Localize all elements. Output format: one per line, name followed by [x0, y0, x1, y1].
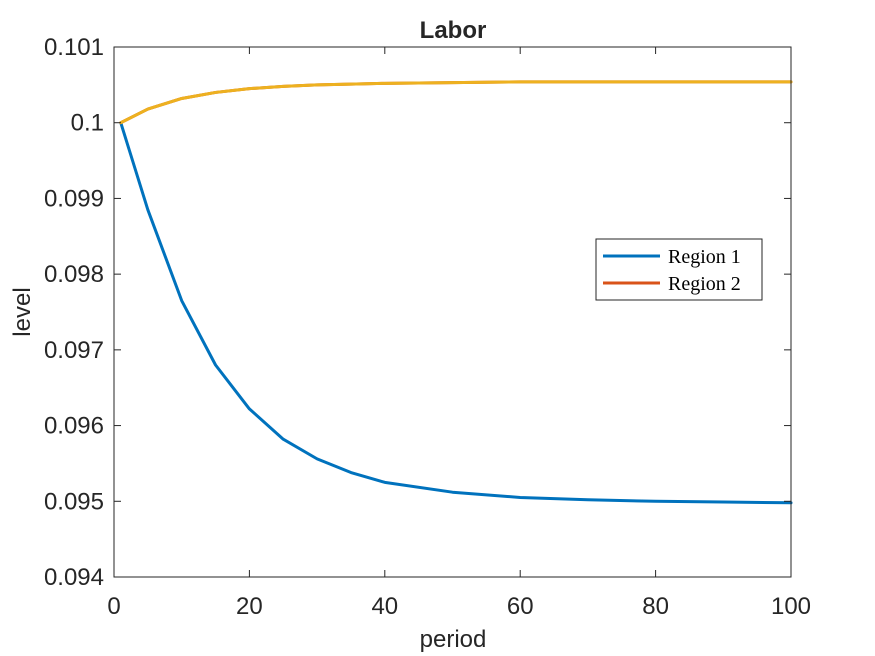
x-tick-label: 100: [771, 593, 811, 620]
y-tick-label: 0.1: [71, 110, 104, 137]
x-axis: 0 20 40 60 80 100: [107, 47, 811, 620]
y-axis-label: level: [9, 287, 36, 336]
legend-box: [595, 238, 763, 301]
x-axis-label: period: [420, 626, 487, 653]
x-tick-label: 40: [371, 593, 398, 620]
y-tick-label: 0.098: [44, 261, 104, 288]
chart-title: Labor: [420, 17, 487, 44]
x-tick-label: 0: [107, 593, 120, 620]
x-tick-label: 20: [236, 593, 263, 620]
y-tick-label: 0.094: [44, 564, 104, 591]
y-tick-label: 0.095: [44, 488, 104, 515]
series-line-2: [119, 80, 793, 125]
y-axis: 0.094 0.095 0.096 0.097 0.098 0.099 0.1 0.101: [44, 34, 791, 591]
legend-label: Region 2: [668, 273, 741, 295]
series-line-1: [119, 121, 793, 505]
y-tick-label: 0.097: [44, 337, 104, 364]
y-tick-label: 0.101: [44, 34, 104, 61]
plot-lines: [119, 80, 793, 505]
y-tick-label: 0.096: [44, 413, 104, 440]
legend-label: Region 1: [668, 246, 741, 268]
legend: Region 1 Region 2: [595, 238, 763, 301]
x-tick-label: 80: [642, 593, 669, 620]
plot-frame: [113, 46, 792, 578]
series-line-3: [119, 80, 793, 125]
x-tick-label: 60: [507, 593, 534, 620]
y-tick-label: 0.099: [44, 185, 104, 212]
